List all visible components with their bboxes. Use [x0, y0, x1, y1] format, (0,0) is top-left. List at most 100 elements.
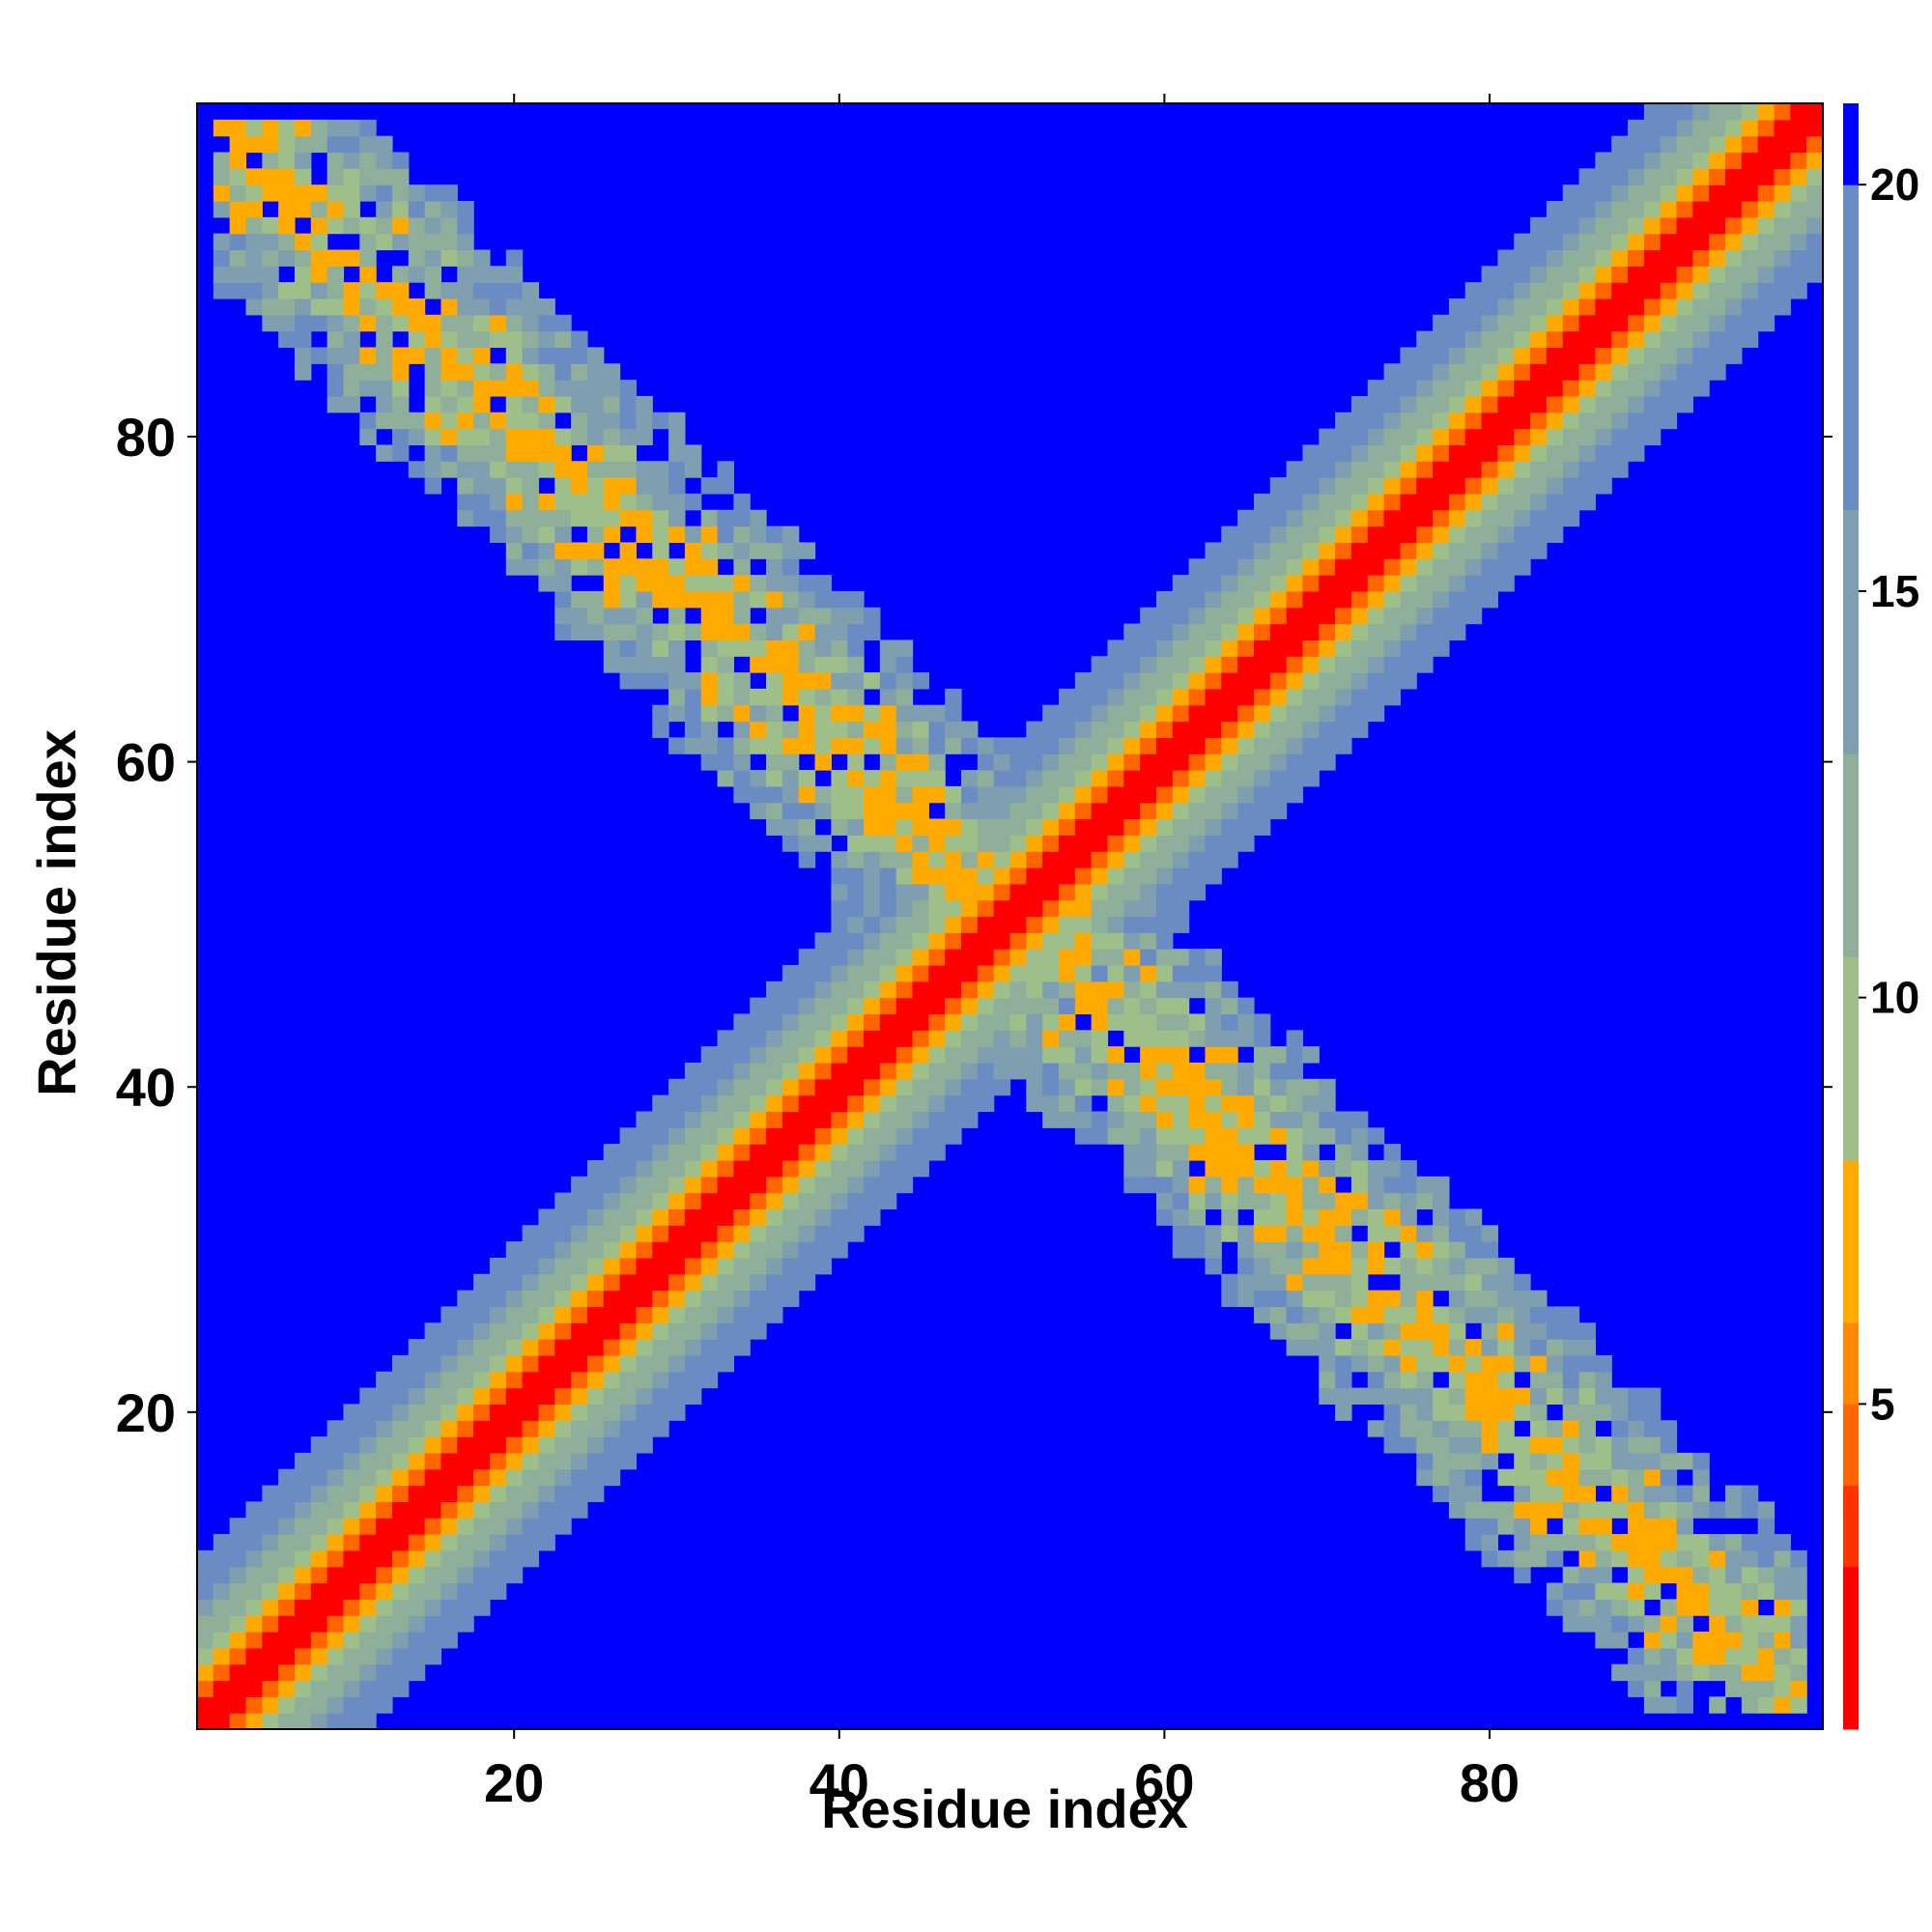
heatmap-cell: [197, 1582, 214, 1600]
heatmap-cell: [1628, 216, 1645, 235]
heatmap-cell: [229, 1713, 247, 1730]
heatmap-cell: [798, 785, 816, 804]
heatmap-cell: [1497, 444, 1515, 462]
heatmap-cell: [652, 590, 734, 609]
heatmap-cell: [1595, 152, 1645, 169]
heatmap-cell: [1188, 1030, 1207, 1047]
heatmap-cell: [278, 1696, 296, 1714]
heatmap-cell: [424, 185, 458, 202]
heatmap-cell: [879, 672, 897, 690]
heatmap-cell: [1692, 330, 1710, 349]
heatmap-cell: [977, 980, 995, 999]
heatmap-cell: [278, 1615, 328, 1633]
heatmap-cell: [1367, 380, 1417, 397]
x-tick-label: 80: [1460, 1752, 1520, 1813]
heatmap-cell: [603, 1144, 653, 1161]
heatmap-cell: [1514, 1273, 1531, 1292]
heatmap-cell: [1026, 867, 1076, 885]
heatmap-cell: [245, 185, 263, 202]
heatmap-cell: [1123, 1111, 1157, 1128]
heatmap-cell: [636, 526, 653, 544]
heatmap-cell: [668, 1208, 686, 1226]
heatmap-cell: [864, 1176, 914, 1194]
heatmap-cell: [1091, 721, 1124, 738]
heatmap-cell: [1464, 330, 1483, 349]
heatmap-cell: [262, 216, 279, 235]
heatmap-cell: [1660, 1647, 1678, 1665]
heatmap-cell: [1676, 1632, 1693, 1649]
heatmap-cell: [1286, 1306, 1304, 1323]
heatmap-cell: [1302, 672, 1320, 690]
heatmap-cell: [440, 428, 458, 446]
heatmap-cell: [750, 721, 767, 738]
heatmap-cell: [1692, 1468, 1710, 1487]
heatmap-cell: [603, 1339, 621, 1356]
heatmap-cell: [571, 363, 588, 381]
heatmap-cell: [1628, 314, 1645, 332]
heatmap-cell: [798, 607, 832, 625]
heatmap-cell: [327, 330, 345, 349]
heatmap-cell: [262, 1549, 296, 1568]
heatmap-cell: [1383, 1339, 1402, 1356]
heatmap-cell: [1091, 899, 1124, 918]
heatmap-cell: [879, 639, 914, 657]
heatmap-cell: [1741, 119, 1759, 137]
heatmap-cell: [1578, 1452, 1612, 1470]
heatmap-cell: [993, 867, 1011, 885]
heatmap-cell: [376, 1468, 393, 1487]
heatmap-cell: [814, 997, 848, 1015]
heatmap-cell: [733, 737, 751, 754]
colorbar-segment: [1843, 1566, 1859, 1730]
heatmap-cell: [831, 899, 865, 918]
heatmap-cell: [847, 770, 865, 787]
heatmap-cell: [391, 1549, 410, 1568]
heatmap-cell: [1611, 249, 1629, 267]
heatmap-cell: [847, 639, 865, 657]
heatmap-cell: [489, 1257, 540, 1275]
heatmap-cell: [554, 590, 572, 609]
heatmap-cell: [652, 639, 669, 657]
heatmap-cell: [1433, 1420, 1450, 1437]
heatmap-cell: [1205, 639, 1222, 657]
heatmap-cell: [310, 1680, 345, 1697]
heatmap-cell: [961, 785, 979, 804]
heatmap-cell: [1269, 672, 1288, 690]
heatmap-cell: [1140, 980, 1157, 999]
heatmap-cell: [1416, 1371, 1434, 1389]
heatmap-cell: [1692, 1647, 1726, 1665]
heatmap-cell: [424, 249, 442, 267]
heatmap-cell: [1676, 1549, 1693, 1568]
heatmap-cell: [1350, 607, 1369, 625]
heatmap-cell: [554, 1322, 572, 1340]
heatmap-cell: [1302, 737, 1352, 754]
heatmap-cell: [1578, 282, 1596, 299]
heatmap-cell: [1611, 266, 1629, 283]
heatmap-cell: [294, 1647, 312, 1665]
heatmap-cell: [1448, 1306, 1466, 1323]
heatmap-cell: [1188, 607, 1207, 625]
heatmap-cell: [1140, 672, 1174, 690]
heatmap-cell: [1725, 1485, 1743, 1502]
heatmap-cell: [781, 558, 800, 576]
heatmap-cell: [1042, 818, 1060, 836]
heatmap-cell: [1367, 672, 1417, 690]
heatmap-cell: [1367, 1241, 1385, 1259]
heatmap-cell: [554, 1192, 605, 1210]
heatmap-cell: [1026, 721, 1076, 738]
heatmap-cell: [343, 216, 360, 235]
heatmap-cell: [376, 298, 393, 316]
heatmap-cell: [928, 851, 946, 868]
heatmap-cell: [440, 1420, 458, 1437]
heatmap-cell: [1464, 1468, 1483, 1487]
heatmap-cell: [1237, 509, 1288, 527]
heatmap-cell: [1416, 542, 1434, 559]
heatmap-cell: [473, 412, 491, 430]
heatmap-cell: [1709, 185, 1759, 202]
heatmap-cell: [376, 330, 393, 349]
heatmap-cell: [1692, 152, 1710, 169]
heatmap-cell: [424, 330, 442, 349]
heatmap-cell: [636, 1208, 653, 1226]
heatmap-cell: [440, 216, 458, 235]
heatmap-cell: [571, 1241, 605, 1259]
heatmap-cell: [1350, 542, 1402, 559]
